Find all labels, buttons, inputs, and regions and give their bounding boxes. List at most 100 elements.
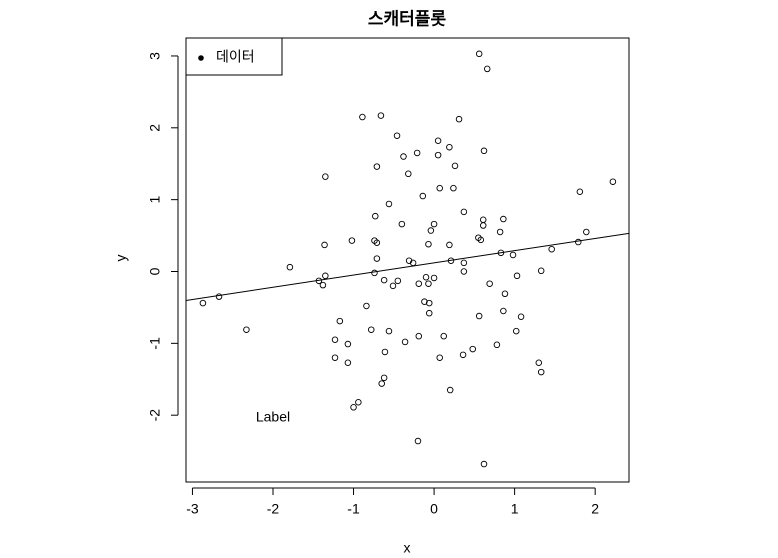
data-point: [413, 149, 421, 157]
y-tick-label: 1: [147, 196, 163, 204]
data-point: [576, 188, 584, 195]
data-point: [446, 143, 453, 151]
data-point: [389, 282, 397, 290]
data-point: [400, 153, 407, 160]
data-point: [501, 290, 509, 298]
data-point: [425, 240, 432, 248]
data-point: [331, 354, 339, 361]
x-tick-label: -3: [186, 501, 199, 517]
data-point: [422, 273, 430, 281]
data-point: [509, 251, 517, 259]
data-point: [415, 280, 423, 287]
data-point: [425, 299, 433, 307]
data-point: [401, 338, 409, 346]
data-point: [451, 162, 459, 170]
data-point: [512, 327, 520, 335]
data-point: [414, 437, 422, 445]
data-point: [479, 222, 487, 229]
y-axis-label: y: [113, 255, 129, 262]
data-point: [583, 228, 590, 236]
data-point: [496, 228, 504, 236]
data-point: [199, 299, 207, 307]
data-point: [355, 399, 362, 406]
y-tick-label: -2: [147, 409, 163, 422]
data-point: [419, 192, 427, 200]
data-point: [480, 460, 488, 468]
data-point: [434, 137, 442, 144]
y-tick-label: -1: [147, 337, 163, 350]
data-point: [477, 236, 485, 244]
annotation: Label: [256, 409, 290, 425]
data-point: [493, 341, 501, 349]
data-point: [469, 345, 476, 353]
data-point: [446, 241, 453, 249]
data-point: [483, 65, 491, 73]
data-point: [372, 212, 379, 220]
data-point: [373, 163, 381, 170]
data-point: [425, 280, 432, 287]
data-point: [430, 220, 438, 228]
data-point: [486, 280, 493, 287]
data-point: [380, 276, 388, 284]
legend-marker: [198, 55, 204, 61]
data-point: [575, 238, 582, 246]
data-point: [459, 351, 467, 359]
data-point: [427, 227, 435, 234]
data-point: [535, 359, 543, 366]
data-point: [446, 386, 454, 394]
data-point: [286, 263, 294, 271]
data-point: [537, 368, 545, 376]
y-tick-label: 3: [147, 52, 163, 60]
data-point: [460, 268, 468, 275]
data-point: [430, 274, 438, 282]
data-point: [398, 220, 406, 228]
data-point: [321, 241, 328, 249]
y-tick-label: 0: [147, 267, 163, 275]
data-point: [440, 332, 447, 340]
data-point: [359, 113, 366, 121]
data-point: [450, 184, 457, 192]
data-point: [609, 178, 617, 185]
x-tick-label: 2: [591, 501, 599, 517]
data-point: [434, 151, 442, 159]
data-point: [455, 115, 463, 123]
data-point: [394, 277, 402, 285]
data-point: [350, 404, 357, 411]
data-point: [460, 259, 468, 267]
x-tick-label: 1: [511, 501, 519, 517]
x-tick-label: -1: [347, 501, 360, 517]
x-tick-label: -2: [267, 501, 280, 517]
data-point: [548, 245, 555, 253]
data-point: [363, 302, 370, 310]
data-point: [344, 340, 352, 348]
data-point: [344, 359, 352, 366]
y-tick-label: 2: [147, 124, 163, 132]
data-point: [475, 312, 483, 320]
data-point: [479, 216, 487, 224]
x-axis-label: x: [404, 540, 411, 556]
trend-line: [186, 232, 629, 301]
data-point: [368, 326, 375, 333]
data-point: [415, 332, 423, 340]
x-tick-label: 0: [430, 501, 438, 517]
data-point: [517, 313, 525, 321]
data-point: [373, 255, 381, 262]
data-point: [378, 380, 385, 387]
data-point: [405, 170, 412, 178]
data-point: [331, 336, 339, 343]
data-point: [381, 348, 389, 356]
data-point: [513, 272, 521, 280]
data-point: [460, 208, 468, 216]
plot-box: [185, 37, 630, 483]
data-point: [436, 354, 443, 361]
data-point: [336, 317, 344, 325]
data-point: [215, 293, 223, 300]
data-point: [319, 281, 327, 289]
data-point: [425, 309, 433, 317]
data-point: [373, 239, 381, 247]
data-point: [322, 173, 329, 180]
data-point: [371, 269, 378, 277]
data-point: [500, 307, 507, 315]
data-point: [480, 147, 488, 155]
